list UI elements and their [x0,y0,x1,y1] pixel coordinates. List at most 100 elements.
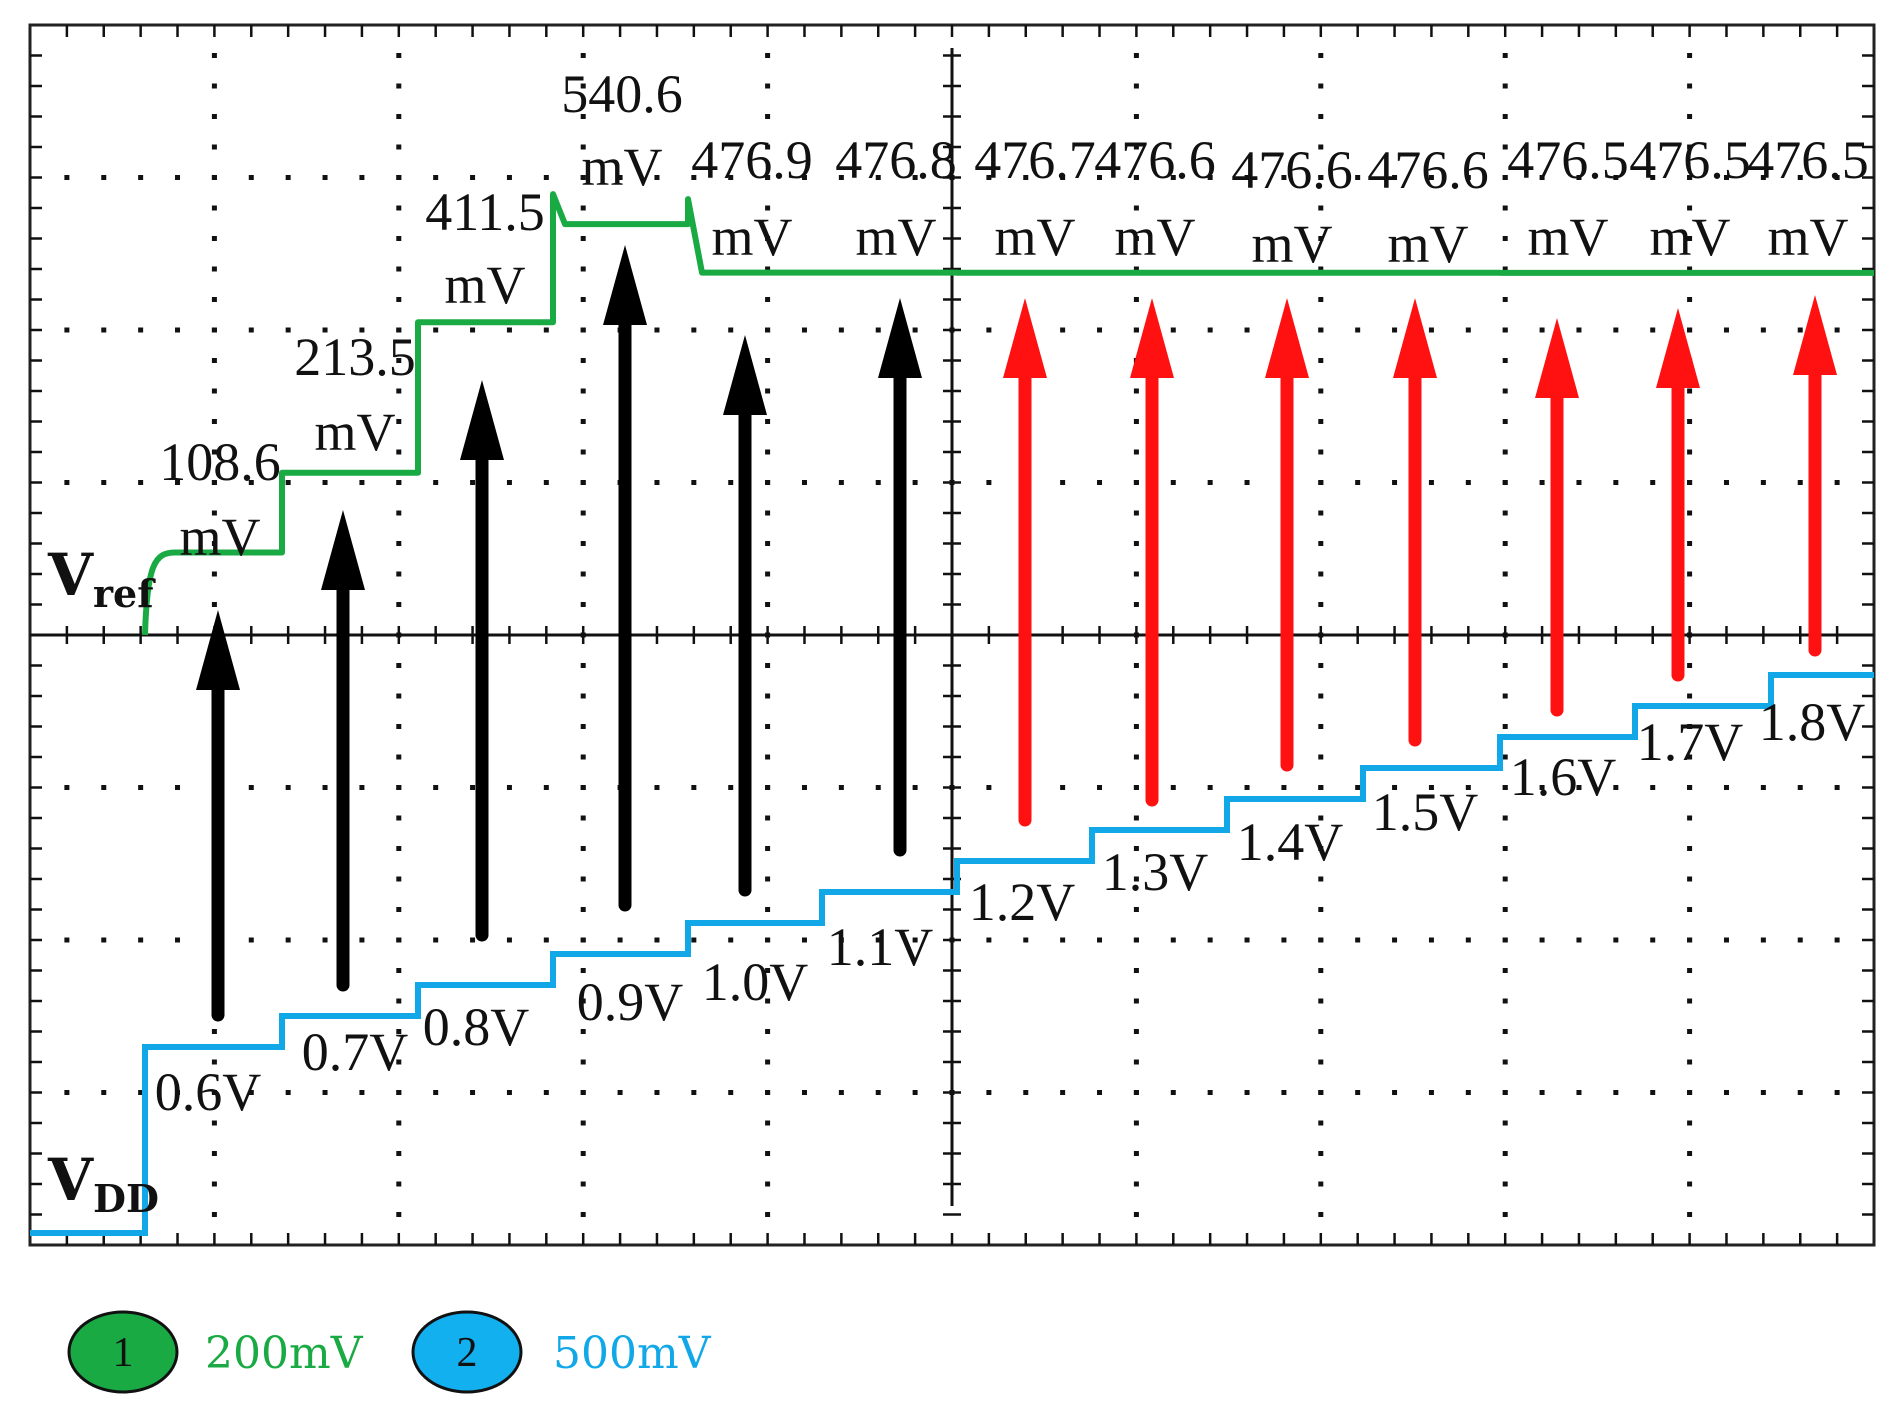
grid-dot [248,480,254,485]
grid-dot [1687,693,1693,699]
grid-dot [433,1090,439,1095]
grid-dot [1613,937,1619,943]
red-arrow-head [1656,308,1700,388]
grid-dot [580,876,586,882]
grid-dot [1650,937,1656,943]
grid-dot [1428,1090,1434,1095]
grid-dot [1613,480,1619,485]
grid-dot [1318,114,1324,119]
grid-dot [838,480,844,485]
grid-dot [1318,449,1324,455]
grid-dot [1797,175,1803,180]
grid-dot [211,571,217,577]
grid-dot [1687,602,1693,607]
grid-dot [470,327,476,333]
grid-dot [1465,480,1471,485]
grid-dot [1023,937,1029,943]
grid-dot [765,205,771,211]
grid-dot [691,175,697,180]
grid-dot [580,998,586,1004]
grid-dot [1133,266,1139,272]
grid-dot [875,327,881,333]
grid-dot [580,1059,586,1065]
grid-dot [580,571,586,577]
grid-dot [285,480,291,485]
grid-dot [433,785,439,790]
grid-dot [1133,815,1139,821]
grid-dot [1502,480,1508,485]
grid-dot [654,1090,660,1095]
grid-dot [1392,480,1398,485]
grid-dot [322,785,328,790]
grid-dot [248,785,254,790]
grid-dot [617,937,623,943]
grid-dot [580,541,586,546]
grid-dot [580,419,586,424]
grid-dot [64,327,70,333]
grid-dot [1613,327,1619,333]
grid-dot [138,175,144,180]
grid-dot [654,327,660,333]
grid-dot [617,1090,623,1095]
black-arrow-head [460,380,504,460]
grid-dot [1244,480,1250,485]
channel-2-number: 2 [457,1330,478,1376]
grid-dot [1133,1090,1139,1095]
grid-dot [64,480,70,485]
grid-dot [211,1212,217,1217]
vref-unit-label: mV [1528,207,1609,267]
grid-dot [1760,937,1766,943]
vref-unit-label: mV [582,137,663,197]
grid-dot [1133,693,1139,699]
grid-dot [765,1029,771,1034]
grid-dot [1723,937,1729,943]
grid-dot [1133,724,1139,729]
grid-dot [211,419,217,424]
grid-dot [838,937,844,943]
grid-dot [211,1090,217,1095]
grid-dot [506,937,512,943]
grid-dot [1502,724,1508,729]
grid-dot [1502,968,1508,973]
grid-dot [396,1212,402,1217]
grid-dot [580,1181,586,1187]
red-arrow-head [1393,298,1437,378]
grid-dot [1576,175,1582,180]
grid-dot [1318,876,1324,882]
grid-dot [470,480,476,485]
grid-dot [1133,998,1139,1004]
grid-dot [1723,785,1729,790]
grid-dot [728,327,734,333]
grid-dot [1170,327,1176,333]
grid-dot [838,327,844,333]
grid-dot [580,510,586,516]
grid-dot [1133,297,1139,302]
grid-dot [1023,1090,1029,1095]
vdd-value-label: 1.5V [1372,782,1479,842]
grid-dot [211,1029,217,1034]
grid-dot [580,907,586,912]
vref-value-label: 411.5 [425,182,545,242]
grid-dot [285,937,291,943]
grid-dot [1502,1151,1508,1156]
grid-dot [285,175,291,180]
grid-dot [765,266,771,272]
grid-dot [248,175,254,180]
grid-dot [396,754,402,760]
grid-dot [1465,785,1471,790]
grid-dot [1318,1151,1324,1156]
vdd-trace-name: VDD [47,1146,159,1221]
grid-dot [396,1029,402,1034]
grid-dot [801,175,807,180]
grid-dot [1060,1090,1066,1095]
grid-dot [396,541,402,546]
grid-dot [765,602,771,607]
grid-dot [1060,175,1066,180]
red-arrow-head [1003,298,1047,378]
grid-dot [285,327,291,333]
grid-dot [691,937,697,943]
grid-dot [1318,1212,1324,1217]
vdd-trace [30,672,1874,1236]
grid-dot [765,846,771,851]
grid-dot [359,1090,365,1095]
